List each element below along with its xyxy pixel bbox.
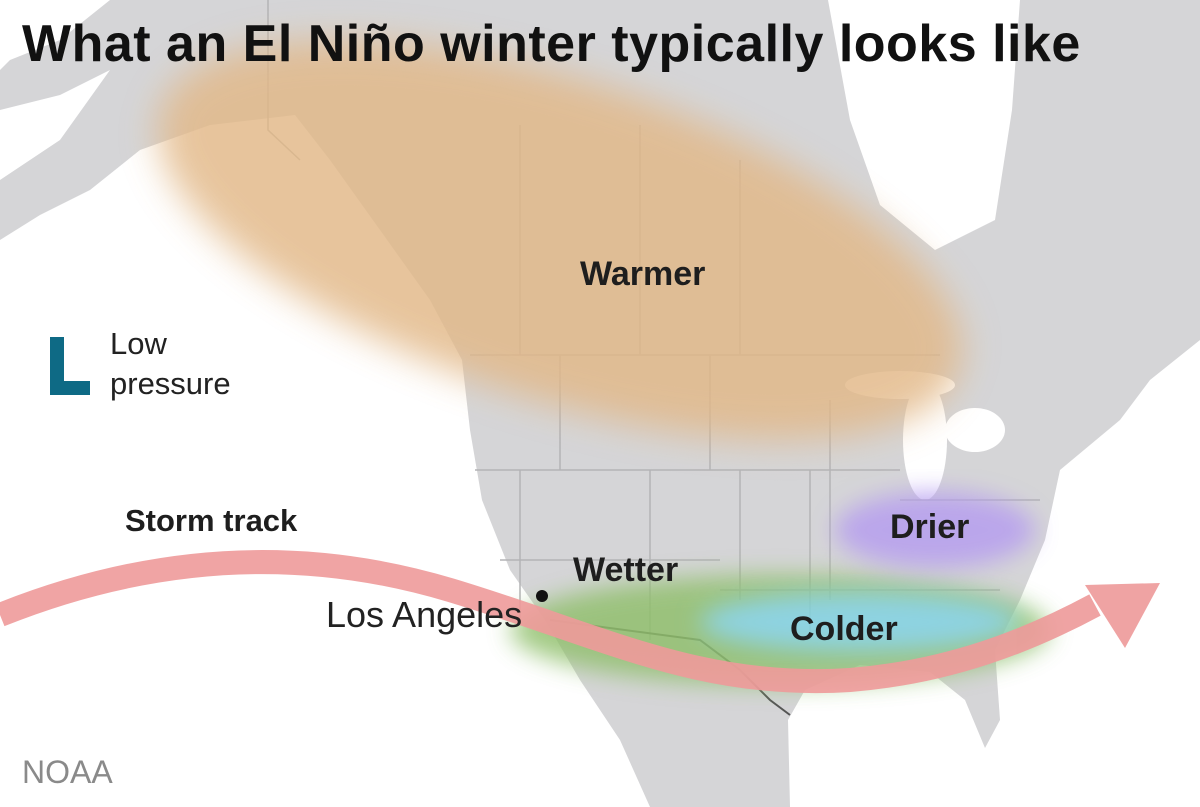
storm-track-label: Storm track <box>125 503 298 538</box>
drier-region <box>835 492 1035 568</box>
los-angeles-label: Los Angeles <box>326 594 523 635</box>
lake-huron <box>945 408 1005 452</box>
warmer-region <box>157 39 963 441</box>
legend-line-1: Low <box>110 326 167 361</box>
wetter-label: Wetter <box>573 551 679 589</box>
map-title: What an El Niño winter typically looks l… <box>22 15 1081 73</box>
drier-label: Drier <box>890 508 970 546</box>
warmer-label: Warmer <box>580 255 706 293</box>
source-credit: NOAA <box>22 754 113 790</box>
legend-line-2: pressure <box>110 366 231 401</box>
los-angeles-marker <box>536 590 548 602</box>
low-pressure-legend: Low pressure <box>110 324 231 404</box>
storm-track-arrow <box>0 550 1160 694</box>
low-pressure-symbol <box>50 337 90 395</box>
colder-label: Colder <box>790 610 898 648</box>
climate-regions <box>157 39 1050 685</box>
colder-region <box>700 592 1020 652</box>
